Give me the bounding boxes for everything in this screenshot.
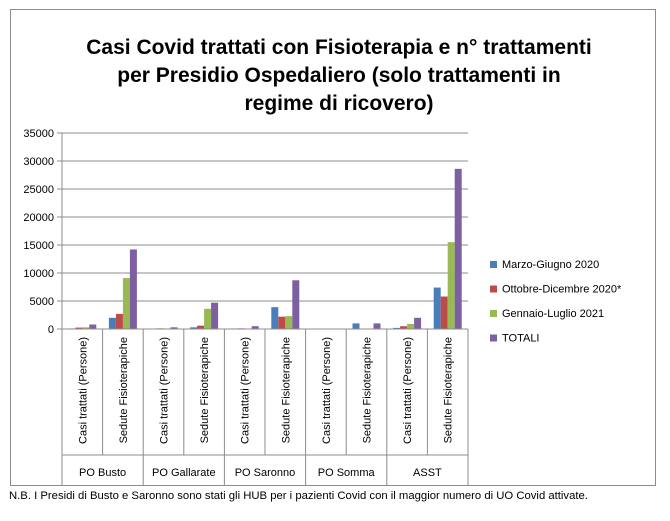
y-tick-label: 25000 [23,184,54,196]
bar [285,316,293,329]
bar [447,242,455,329]
bar [292,280,300,329]
x-category-label: Casi trattati (Persone) [240,337,252,444]
x-category-label: Casi trattati (Persone) [77,337,89,444]
y-tick-label: 30000 [23,156,54,168]
bar [352,323,360,329]
bar [75,327,83,329]
y-tick-label: 35000 [23,128,54,140]
bar [115,313,123,329]
x-category-label: Sedute Fisioterapiche [118,337,130,443]
x-category-label: Casi trattati (Persone) [402,337,414,444]
bar [454,168,462,329]
legend-swatch [490,261,497,268]
x-category-label: Sedute Fisioterapiche [443,337,455,443]
x-category-label: Casi trattati (Persone) [321,337,333,444]
bar [433,287,441,329]
bar [197,325,205,329]
bar [204,308,212,329]
bar [400,326,408,329]
y-tick-label: 20000 [23,212,54,224]
legend-swatch [490,334,497,342]
bar [407,323,415,329]
bar [122,278,130,329]
bar [211,302,219,329]
bar [414,317,422,329]
legend-swatch [490,310,497,317]
bar [251,326,259,329]
bar [108,317,116,329]
bar [440,296,448,329]
bar [82,327,90,329]
x-category-label: Sedute Fisioterapiche [199,337,211,443]
bar [190,327,198,329]
y-tick-label: 0 [48,324,54,336]
bar [373,323,381,329]
legend-label: Marzo-Giugno 2020 [502,259,599,271]
x-group-label: PO Somma [318,467,376,479]
x-group-label: PO Gallarate [152,467,216,479]
bar [170,327,178,329]
bar [278,316,286,329]
x-category-label: Sedute Fisioterapiche [280,337,292,443]
chart-title: Casi Covid trattati con Fisioterapia e n… [86,36,592,115]
legend: Marzo-Giugno 2020 Ottobre-Dicembre 2020* G… [490,259,622,345]
legend-label: Gennaio-Luglio 2021 [502,308,604,320]
y-tick-label: 10000 [23,268,54,280]
chart-title-line-2: per Presidio Ospedaliero (solo trattamen… [117,64,560,87]
y-tick-label: 15000 [23,240,54,252]
chart-frame [10,9,656,486]
bar [89,324,97,329]
chart-title-line-1: Casi Covid trattati con Fisioterapia e n… [86,36,592,59]
y-tick-label: 5000 [30,296,54,308]
bars [68,168,462,329]
legend-swatch [490,285,497,293]
x-category-label: Casi trattati (Persone) [159,337,171,444]
legend-label: TOTALI [502,333,540,345]
chart: Casi Covid trattati con Fisioterapia e n… [23,36,622,486]
chart-title-line-3: regime di ricovero) [244,92,433,115]
x-category-label: Sedute Fisioterapiche [362,337,374,443]
x-group-label: PO Saronno [235,467,296,479]
bar [393,327,401,329]
footnote: N.B. I Presidi di Busto e Saronno sono s… [9,490,588,502]
x-group-label: ASST [413,467,442,479]
bar [129,249,137,329]
legend-label: Ottobre-Dicembre 2020* [502,284,622,296]
axes: 0 5000 10000 15000 20000 25000 30000 35000 Casi … [23,128,469,486]
bar [271,307,279,329]
x-group-label: PO Busto [79,467,126,479]
